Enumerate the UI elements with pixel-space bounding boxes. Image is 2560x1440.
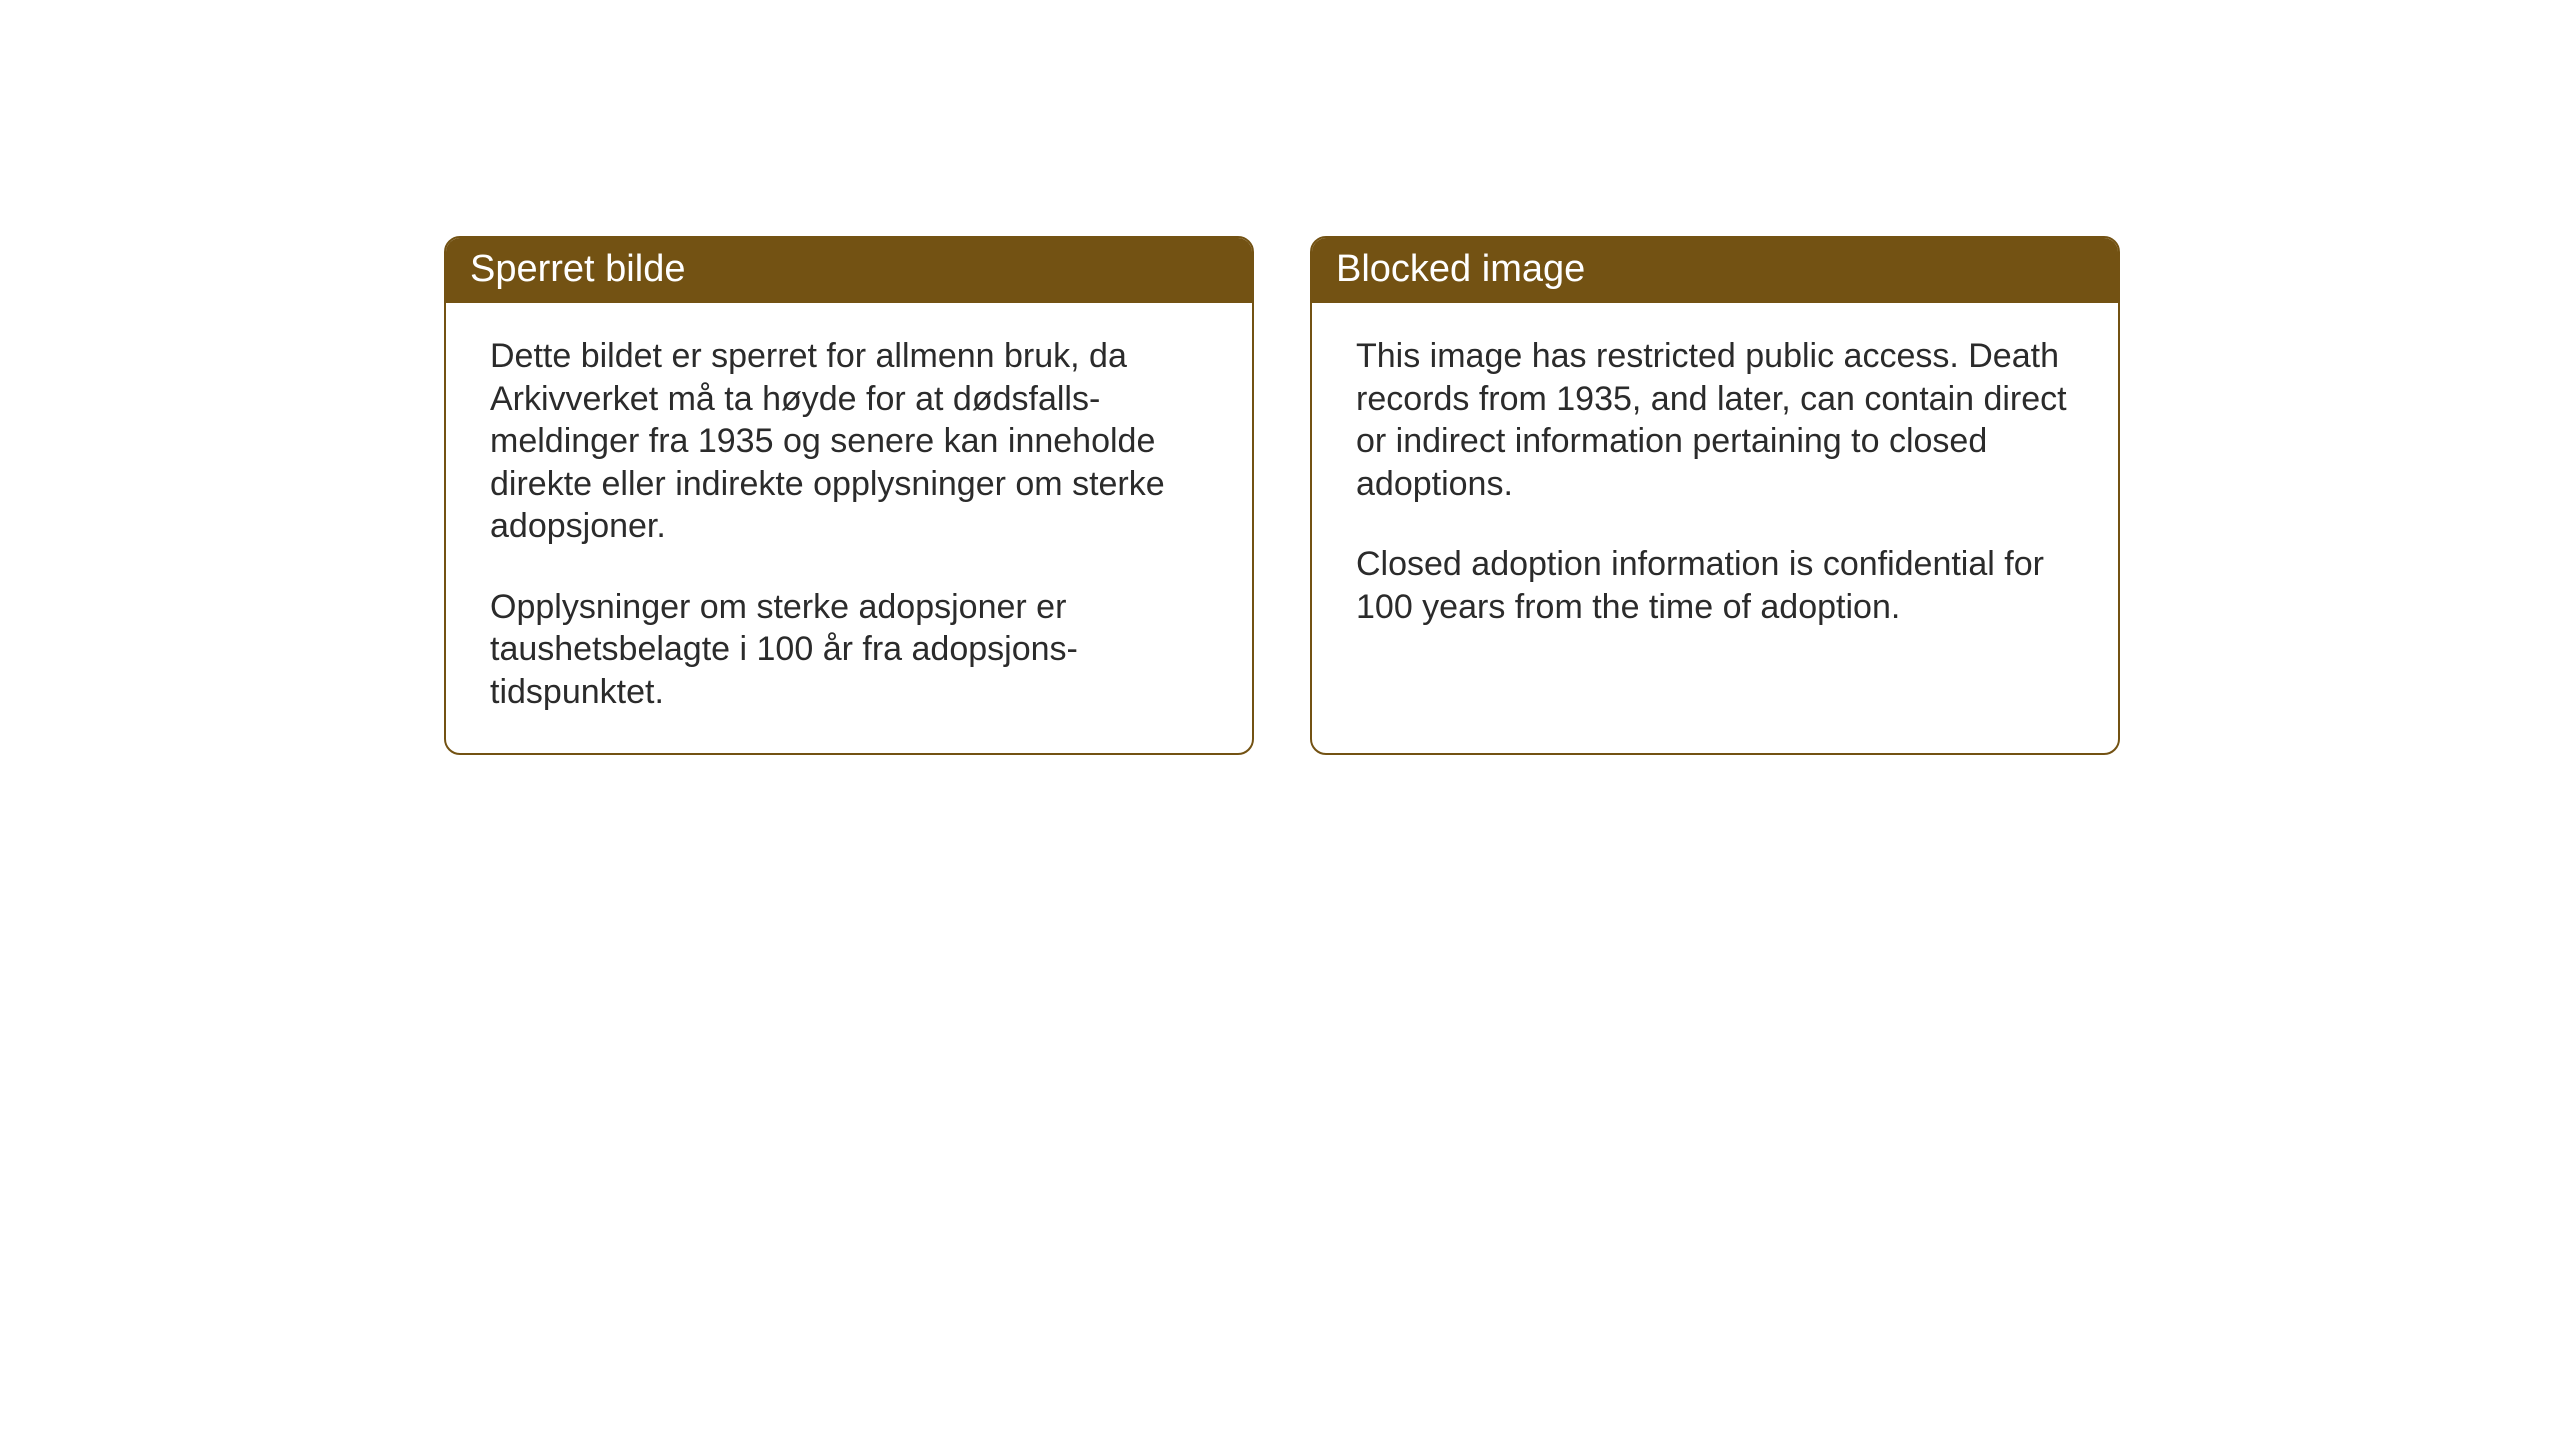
card-paragraph-2-norwegian: Opplysninger om sterke adopsjoner er tau… [490,586,1208,714]
card-title-english: Blocked image [1336,248,1585,290]
card-paragraph-1-english: This image has restricted public access.… [1356,335,2074,505]
card-paragraph-1-norwegian: Dette bildet er sperret for allmenn bruk… [490,335,1208,548]
notice-card-norwegian: Sperret bilde Dette bildet er sperret fo… [444,236,1254,755]
card-title-norwegian: Sperret bilde [470,248,685,290]
card-header-english: Blocked image [1312,238,2118,303]
card-paragraph-2-english: Closed adoption information is confident… [1356,543,2074,628]
card-body-english: This image has restricted public access.… [1312,303,2118,753]
notice-cards-container: Sperret bilde Dette bildet er sperret fo… [444,236,2120,755]
card-header-norwegian: Sperret bilde [446,238,1252,303]
notice-card-english: Blocked image This image has restricted … [1310,236,2120,755]
card-body-norwegian: Dette bildet er sperret for allmenn bruk… [446,303,1252,753]
